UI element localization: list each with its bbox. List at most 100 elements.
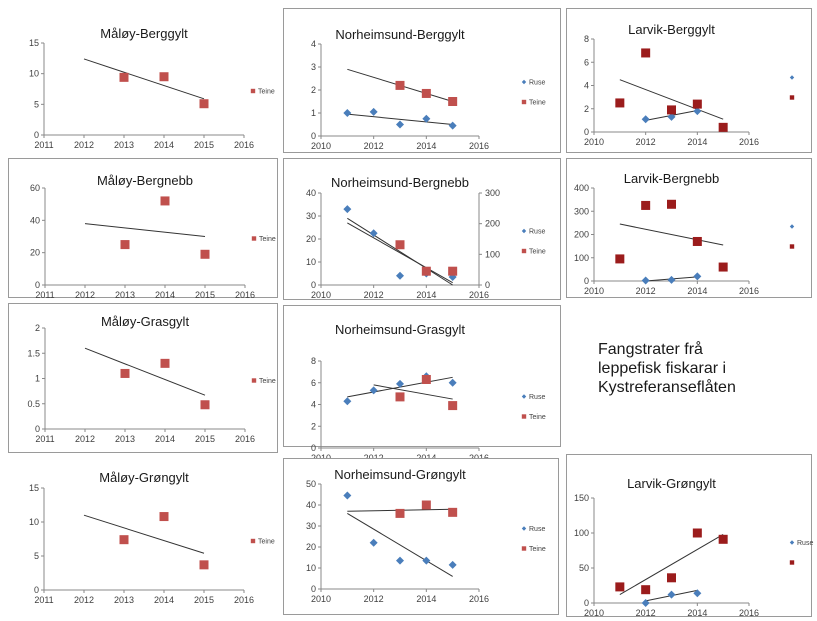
data-point: [718, 262, 728, 272]
x-tick-label: 2014: [687, 608, 707, 618]
chart-svg: Norheimsund-Grasgylt02468201020122014201…: [311, 322, 546, 463]
legend-label: Ruse: [529, 526, 545, 533]
data-point: [615, 98, 625, 108]
x-tick-label: 2013: [114, 595, 134, 605]
x-tick-label: 2014: [155, 290, 175, 300]
y-tick-label: 0.5: [27, 399, 40, 409]
data-point: [448, 401, 458, 411]
data-point: [641, 115, 650, 124]
legend-marker: [250, 538, 256, 544]
x-tick-label: 2016: [469, 141, 489, 151]
y-tick-label: 20: [306, 234, 316, 244]
data-point: [448, 378, 457, 387]
x-tick-label: 2016: [234, 140, 254, 150]
y-tick-label: 2: [584, 104, 589, 114]
y-tick-label: 2: [311, 421, 316, 431]
legend-label: Teine: [529, 546, 546, 553]
data-point: [396, 120, 404, 129]
data-point: [395, 240, 405, 250]
x-tick-label: 2016: [469, 594, 489, 604]
data-point: [641, 599, 650, 607]
x-tick-label: 2012: [74, 140, 94, 150]
x-tick-label: 2012: [636, 608, 656, 618]
data-point: [200, 400, 210, 410]
x-tick-label: 2016: [469, 290, 489, 300]
series-ruse: [641, 589, 702, 607]
y-tick-label: 0: [34, 130, 39, 140]
x-tick-label: 2011: [35, 434, 54, 444]
data-point: [692, 99, 702, 109]
chart-svg: Larvik-Bergnebb 0 100 200 300 400 2010 2012 2014…: [574, 171, 795, 296]
y-tick-label: 4: [311, 39, 316, 49]
legend-entry: [789, 244, 795, 249]
legend-marker: [521, 526, 527, 531]
data-point: [692, 236, 702, 246]
data-point: [343, 205, 352, 214]
y-tick-label: 10: [29, 517, 39, 527]
x-tick-label: 2014: [416, 290, 436, 300]
y-tick-label: 2: [35, 323, 40, 333]
y-tick-label: 2: [311, 85, 316, 95]
x-tick-label: 2012: [636, 286, 656, 296]
legend-label: Teine: [259, 236, 276, 243]
y-tick-label: 50: [306, 479, 316, 489]
data-point: [421, 374, 431, 384]
data-point: [200, 249, 210, 259]
x-tick-label: 2015: [195, 290, 215, 300]
data-point: [421, 88, 431, 98]
chart-svg: Måløy-Bergnebb 0 20 40 60 2011 2012 2013 2014 201…: [30, 173, 276, 300]
data-point: [119, 535, 129, 545]
y-tick-label: 10: [306, 257, 316, 267]
legend-entry: Teine: [250, 89, 275, 96]
legend-label: Teine: [529, 249, 546, 256]
chart-panel: Norheimsund-Bergnebb 0 10 20 30 40 0 100 200 300 2…: [283, 158, 561, 300]
chart-title: Måløy-Grøngylt: [99, 470, 189, 485]
y-tick-label: 10: [306, 563, 316, 573]
chart-title: Norheimsund-Bergnebb: [331, 175, 469, 190]
data-point: [667, 275, 676, 284]
data-point: [693, 107, 702, 116]
data-point: [718, 122, 728, 132]
x-tick-label: 2011: [35, 290, 54, 300]
trend-line: [84, 223, 206, 237]
legend-marker: [789, 244, 795, 249]
data-point: [718, 534, 728, 544]
chart-title: Måløy-Grasgylt: [101, 314, 190, 329]
y-tick-label: 40: [306, 500, 316, 510]
chart-panel: Norheimsund-Berggylt 0 1 2 3 4 2010 2012 2014 201…: [283, 8, 561, 153]
series-teine: [119, 512, 209, 570]
series-ruse: [641, 107, 702, 124]
chart-svg: Norheimsund-Bergnebb 0 10 20 30 40 0 100 200 300 2…: [306, 175, 546, 300]
x-tick-label: 2015: [195, 434, 215, 444]
y-tick-label: 1.5: [27, 348, 40, 358]
x-tick-label: 2014: [155, 434, 175, 444]
legend-marker: [789, 560, 795, 565]
legend-entry: Ruse: [521, 229, 545, 236]
legend-label: Teine: [529, 414, 546, 421]
x-tick-label: 2013: [114, 140, 134, 150]
x-tick-label: 2016: [739, 286, 759, 296]
x-tick-label: 2012: [636, 137, 656, 147]
chart-svg: Måløy-Berggylt 0 5 10 15 2011 2012 2013 2014 2015…: [29, 26, 275, 150]
data-point: [448, 121, 457, 130]
chart-panel: Larvik-Bergnebb 0 100 200 300 400 2010 2012 2014…: [566, 158, 812, 298]
y-tick-label: 0: [35, 280, 40, 290]
data-point: [396, 271, 404, 280]
x-tick-label: 2010: [584, 286, 604, 296]
x-tick-label: 2012: [364, 141, 384, 151]
legend-label: Teine: [258, 539, 275, 546]
data-point: [667, 199, 676, 209]
y-tick-label: 30: [306, 211, 316, 221]
data-point: [160, 196, 170, 206]
legend-entry: Ruse: [521, 526, 545, 533]
y-tick-label: 8: [311, 356, 316, 366]
series-teine: [119, 72, 209, 109]
legend-marker: [521, 414, 527, 419]
y-tick-label: 60: [30, 183, 40, 193]
data-point: [421, 500, 431, 510]
x-tick-label: 2016: [234, 595, 254, 605]
y-tick-label: 5: [34, 99, 39, 109]
legend-entry: [789, 95, 795, 100]
caption-line-2: leppefisk fiskarar i: [598, 360, 727, 377]
series-ruse: [641, 272, 702, 285]
